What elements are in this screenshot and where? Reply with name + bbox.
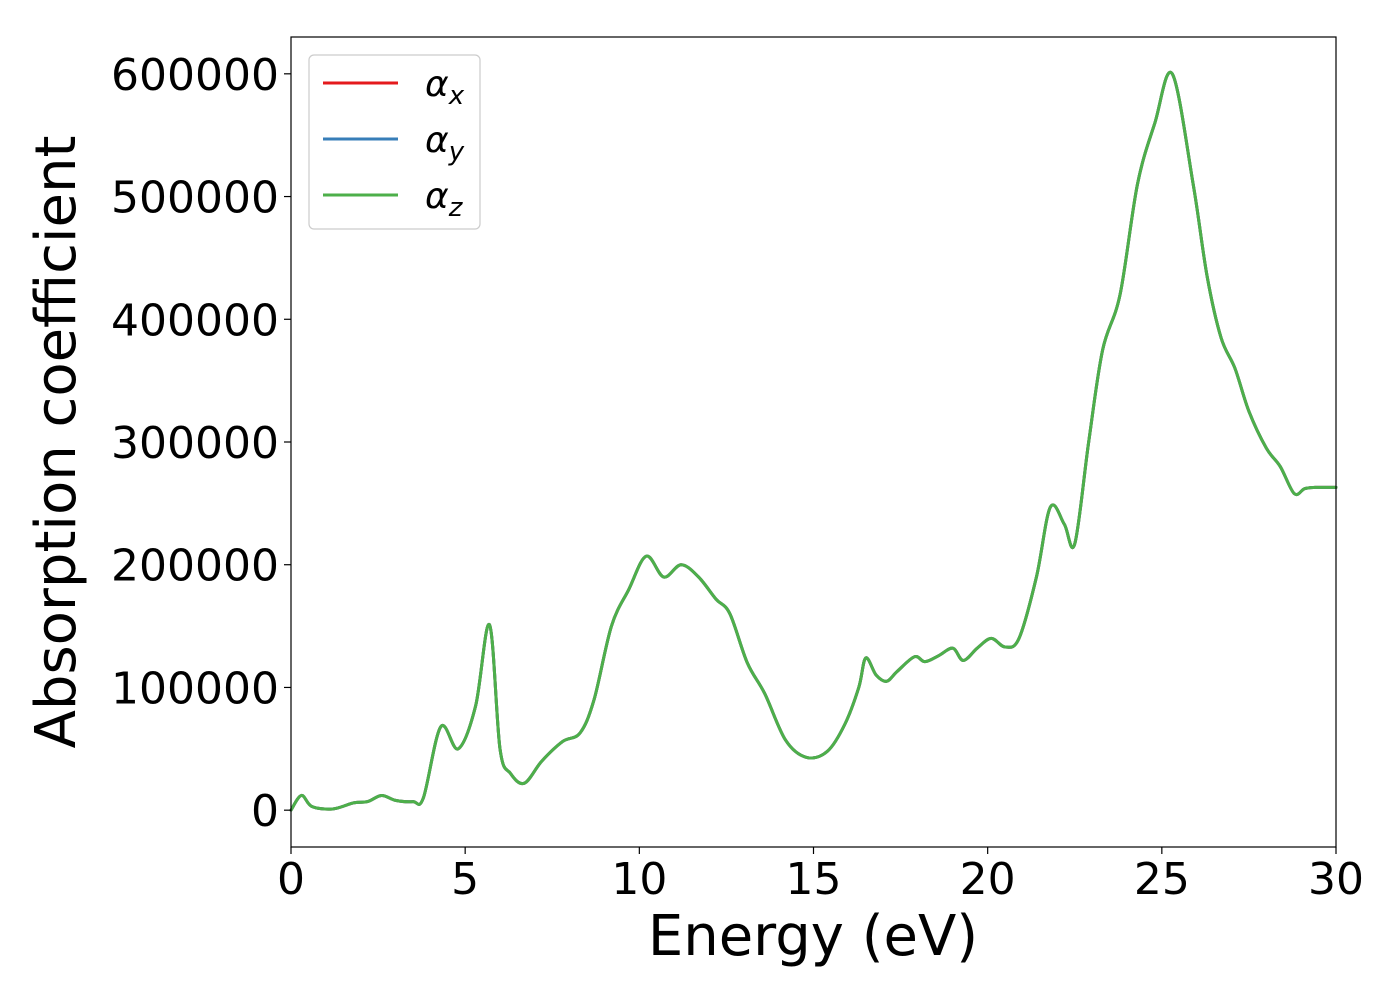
x-tick-label: 20 <box>960 854 1016 905</box>
series-line-3 <box>289 70 1338 812</box>
y-tick-label: 0 <box>251 786 279 837</box>
y-axis-label: Absorption coefficient <box>24 136 89 749</box>
x-tick-label: 5 <box>451 854 479 905</box>
series-layer <box>289 70 1338 812</box>
y-tick-label: 300000 <box>111 418 279 469</box>
legend-label-1: αx <box>425 64 465 111</box>
x-tick-label: 15 <box>786 854 842 905</box>
x-tick-label: 10 <box>611 854 667 905</box>
legend-label-3: αz <box>425 176 464 223</box>
legend-box <box>308 54 481 230</box>
legend-label-2: αy <box>425 120 465 167</box>
y-tick-label: 600000 <box>111 50 279 101</box>
x-axis-label: Energy (eV) <box>648 904 978 969</box>
x-tick-label: 0 <box>277 854 305 905</box>
y-tick-label: 500000 <box>111 173 279 224</box>
y-tick-label: 100000 <box>111 663 279 714</box>
legend: αx αy αz <box>308 54 481 230</box>
y-tick-label: 400000 <box>111 295 279 346</box>
x-tick-label: 25 <box>1134 854 1190 905</box>
y-tick-label: 200000 <box>111 541 279 592</box>
x-tick-label: 30 <box>1308 854 1364 905</box>
y-axis: 0 100000 200000 300000 400000 500000 600000 <box>111 50 291 837</box>
x-axis: 0 5 10 15 20 25 30 <box>277 847 1364 905</box>
